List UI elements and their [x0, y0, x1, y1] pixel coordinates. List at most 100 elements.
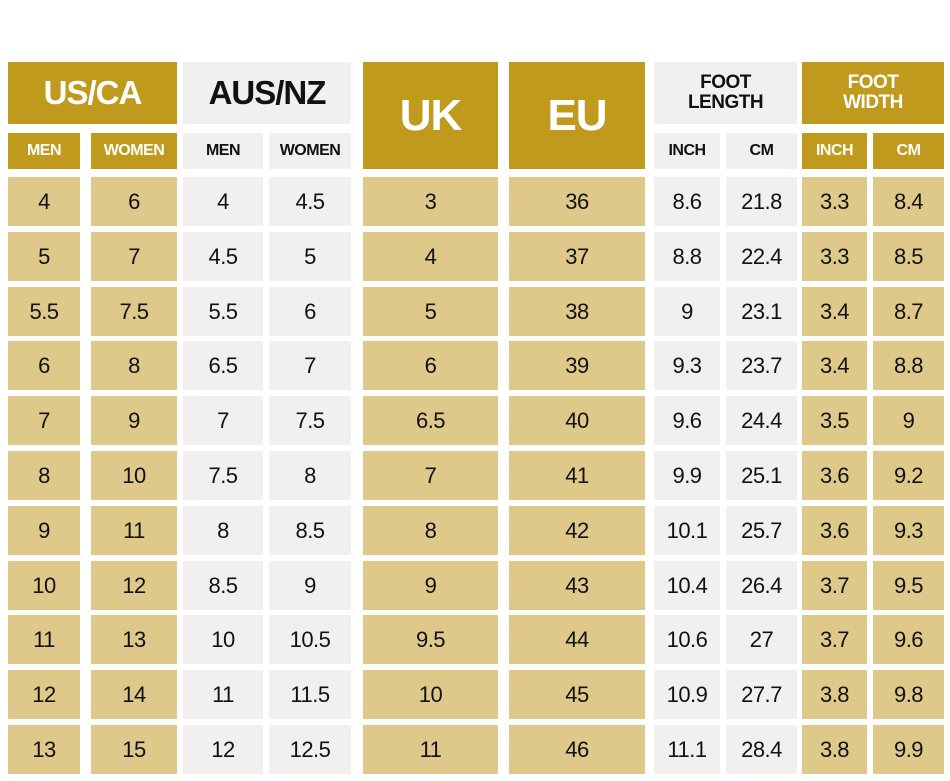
cell-aus-men: 5.5 — [183, 287, 263, 336]
cell-us-men: 12 — [8, 670, 80, 719]
cell-foot-length-inch: 9.6 — [654, 396, 720, 445]
subheader-foot-length-inch: INCH — [654, 133, 720, 169]
cell-us-men: 4 — [8, 177, 80, 226]
cell-uk: 7 — [363, 451, 498, 500]
cell-foot-width-cm: 8.5 — [873, 232, 944, 281]
cell-foot-width-inch: 3.4 — [802, 287, 867, 336]
cell-us-women: 6 — [91, 177, 177, 226]
header-us-ca: US/CA — [8, 62, 177, 124]
cell-foot-length-inch: 9.3 — [654, 341, 720, 390]
subheader-foot-width-inch: INCH — [802, 133, 867, 169]
cell-us-men: 5.5 — [8, 287, 80, 336]
cell-foot-length-inch: 10.4 — [654, 561, 720, 610]
cell-us-men: 11 — [8, 615, 80, 664]
cell-foot-length-inch: 10.6 — [654, 615, 720, 664]
cell-aus-men: 6.5 — [183, 341, 263, 390]
cell-foot-length-cm: 28.4 — [726, 725, 797, 774]
cell-us-men: 10 — [8, 561, 80, 610]
cell-uk: 5 — [363, 287, 498, 336]
cell-eu: 36 — [509, 177, 645, 226]
cell-foot-width-cm: 8.4 — [873, 177, 944, 226]
cell-uk: 9 — [363, 561, 498, 610]
cell-uk: 4 — [363, 232, 498, 281]
cell-us-women: 7.5 — [91, 287, 177, 336]
cell-foot-length-inch: 8.8 — [654, 232, 720, 281]
cell-us-women: 13 — [91, 615, 177, 664]
cell-foot-length-cm: 27 — [726, 615, 797, 664]
cell-uk: 6 — [363, 341, 498, 390]
cell-us-women: 12 — [91, 561, 177, 610]
cell-aus-men: 7 — [183, 396, 263, 445]
cell-eu: 42 — [509, 506, 645, 555]
cell-aus-men: 10 — [183, 615, 263, 664]
cell-aus-men: 4 — [183, 177, 263, 226]
cell-foot-length-cm: 25.1 — [726, 451, 797, 500]
cell-foot-length-cm: 25.7 — [726, 506, 797, 555]
cell-foot-length-cm: 27.7 — [726, 670, 797, 719]
cell-us-women: 9 — [91, 396, 177, 445]
header-uk: UK — [363, 62, 498, 169]
subheader-aus-men: MEN — [183, 133, 263, 169]
subheader-us-women: WOMEN — [91, 133, 177, 169]
cell-aus-women: 5 — [269, 232, 351, 281]
cell-foot-width-inch: 3.7 — [802, 561, 867, 610]
cell-foot-width-inch: 3.3 — [802, 177, 867, 226]
cell-eu: 39 — [509, 341, 645, 390]
cell-uk: 9.5 — [363, 615, 498, 664]
cell-foot-length-cm: 21.8 — [726, 177, 797, 226]
cell-foot-width-inch: 3.6 — [802, 506, 867, 555]
cell-foot-length-cm: 23.1 — [726, 287, 797, 336]
cell-foot-length-cm: 23.7 — [726, 341, 797, 390]
cell-foot-width-inch: 3.8 — [802, 670, 867, 719]
cell-aus-women: 4.5 — [269, 177, 351, 226]
subheader-foot-width-cm: CM — [873, 133, 944, 169]
cell-us-women: 8 — [91, 341, 177, 390]
cell-eu: 38 — [509, 287, 645, 336]
cell-aus-women: 9 — [269, 561, 351, 610]
header-foot-length: FOOT LENGTH — [654, 62, 797, 124]
cell-us-women: 14 — [91, 670, 177, 719]
cell-aus-men: 8.5 — [183, 561, 263, 610]
cell-aus-men: 7.5 — [183, 451, 263, 500]
cell-foot-length-inch: 11.1 — [654, 725, 720, 774]
cell-aus-men: 11 — [183, 670, 263, 719]
cell-aus-women: 8 — [269, 451, 351, 500]
cell-uk: 3 — [363, 177, 498, 226]
cell-us-men: 6 — [8, 341, 80, 390]
cell-foot-length-inch: 10.9 — [654, 670, 720, 719]
cell-foot-length-inch: 8.6 — [654, 177, 720, 226]
cell-foot-length-cm: 22.4 — [726, 232, 797, 281]
cell-eu: 43 — [509, 561, 645, 610]
cell-eu: 46 — [509, 725, 645, 774]
cell-foot-width-inch: 3.5 — [802, 396, 867, 445]
subheader-us-men: MEN — [8, 133, 80, 169]
cell-foot-length-inch: 9.9 — [654, 451, 720, 500]
cell-eu: 44 — [509, 615, 645, 664]
cell-us-women: 11 — [91, 506, 177, 555]
cell-eu: 45 — [509, 670, 645, 719]
cell-foot-width-cm: 9.6 — [873, 615, 944, 664]
cell-aus-women: 11.5 — [269, 670, 351, 719]
cell-foot-length-inch: 9 — [654, 287, 720, 336]
cell-foot-width-inch: 3.3 — [802, 232, 867, 281]
cell-aus-women: 8.5 — [269, 506, 351, 555]
cell-us-men: 8 — [8, 451, 80, 500]
cell-foot-width-cm: 9 — [873, 396, 944, 445]
cell-aus-women: 7.5 — [269, 396, 351, 445]
cell-foot-width-cm: 9.5 — [873, 561, 944, 610]
cell-aus-men: 12 — [183, 725, 263, 774]
cell-foot-width-cm: 9.2 — [873, 451, 944, 500]
cell-uk: 10 — [363, 670, 498, 719]
cell-aus-women: 7 — [269, 341, 351, 390]
cell-us-men: 13 — [8, 725, 80, 774]
header-eu: EU — [509, 62, 645, 169]
cell-aus-women: 6 — [269, 287, 351, 336]
cell-foot-width-inch: 3.4 — [802, 341, 867, 390]
cell-eu: 41 — [509, 451, 645, 500]
cell-us-women: 10 — [91, 451, 177, 500]
cell-foot-length-cm: 26.4 — [726, 561, 797, 610]
cell-foot-width-inch: 3.6 — [802, 451, 867, 500]
cell-foot-width-cm: 9.9 — [873, 725, 944, 774]
subheader-foot-length-cm: CM — [726, 133, 797, 169]
cell-us-women: 7 — [91, 232, 177, 281]
